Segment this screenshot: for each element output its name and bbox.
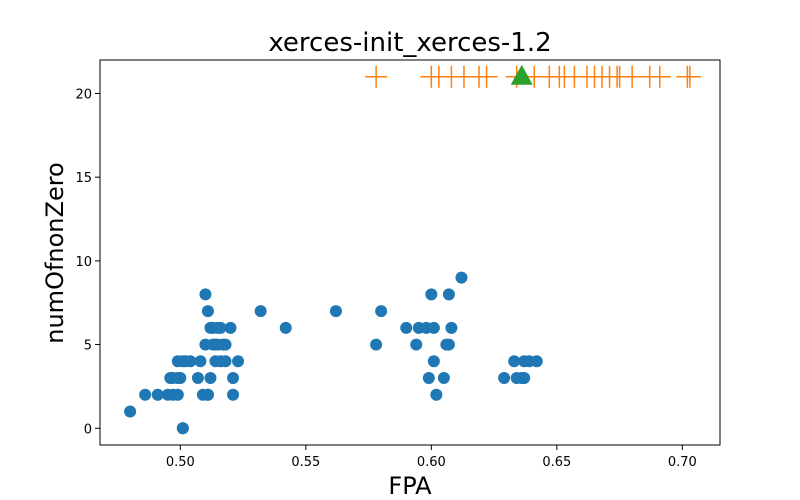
data-point xyxy=(518,372,531,385)
x-axis-label: FPA xyxy=(388,472,432,500)
data-point xyxy=(199,288,212,301)
y-tick-label: 20 xyxy=(75,87,92,102)
data-point xyxy=(219,338,232,351)
data-point xyxy=(329,305,342,318)
cross-marker xyxy=(475,65,498,88)
x-tick-label: 0.60 xyxy=(417,455,446,470)
data-point xyxy=(425,288,438,301)
y-tick-label: 5 xyxy=(84,339,92,354)
x-tick-label: 0.70 xyxy=(668,455,697,470)
data-point xyxy=(370,338,383,351)
data-point xyxy=(184,355,197,368)
y-axis: 0 5 10 15 20 xyxy=(75,87,100,437)
data-point xyxy=(437,372,450,385)
plot-area xyxy=(99,59,721,446)
data-point xyxy=(455,271,468,284)
data-point xyxy=(139,388,152,401)
data-point xyxy=(219,355,232,368)
triangle-marker xyxy=(510,64,533,85)
y-axis-label: numOfnonZero xyxy=(41,162,69,343)
data-point xyxy=(214,321,227,334)
data-point xyxy=(191,372,204,385)
data-point xyxy=(254,305,267,318)
cross-marker xyxy=(648,65,671,88)
data-point xyxy=(124,405,137,418)
data-point xyxy=(530,355,543,368)
data-point xyxy=(427,355,440,368)
data-point xyxy=(201,388,214,401)
data-point xyxy=(427,321,440,334)
data-point xyxy=(232,355,245,368)
data-point xyxy=(400,321,413,334)
x-tick-label: 0.50 xyxy=(166,455,195,470)
data-point xyxy=(227,388,240,401)
cross-marker xyxy=(678,65,701,88)
data-point xyxy=(204,372,217,385)
chart-title: xerces-init_xerces-1.2 xyxy=(268,28,551,58)
data-point xyxy=(227,372,240,385)
data-point xyxy=(375,305,388,318)
y-tick-label: 10 xyxy=(75,255,92,270)
y-tick-label: 15 xyxy=(75,171,92,186)
data-point xyxy=(442,288,455,301)
data-point xyxy=(445,321,458,334)
data-point xyxy=(430,388,443,401)
data-point xyxy=(194,355,207,368)
x-axis: 0.50 0.55 0.60 0.65 0.70 xyxy=(166,445,697,470)
data-point xyxy=(174,372,187,385)
cross-marker xyxy=(365,65,388,88)
data-point xyxy=(201,305,214,318)
y-tick-label: 0 xyxy=(84,422,92,437)
data-point xyxy=(422,372,435,385)
data-point xyxy=(498,372,511,385)
data-point xyxy=(279,321,292,334)
x-tick-label: 0.55 xyxy=(291,455,320,470)
data-point xyxy=(442,338,455,351)
data-point xyxy=(410,338,423,351)
data-point xyxy=(176,422,189,435)
data-point xyxy=(171,388,184,401)
data-point xyxy=(224,321,237,334)
data-point xyxy=(151,388,164,401)
data-points xyxy=(124,64,701,435)
x-tick-label: 0.65 xyxy=(542,455,571,470)
data-point xyxy=(508,355,521,368)
